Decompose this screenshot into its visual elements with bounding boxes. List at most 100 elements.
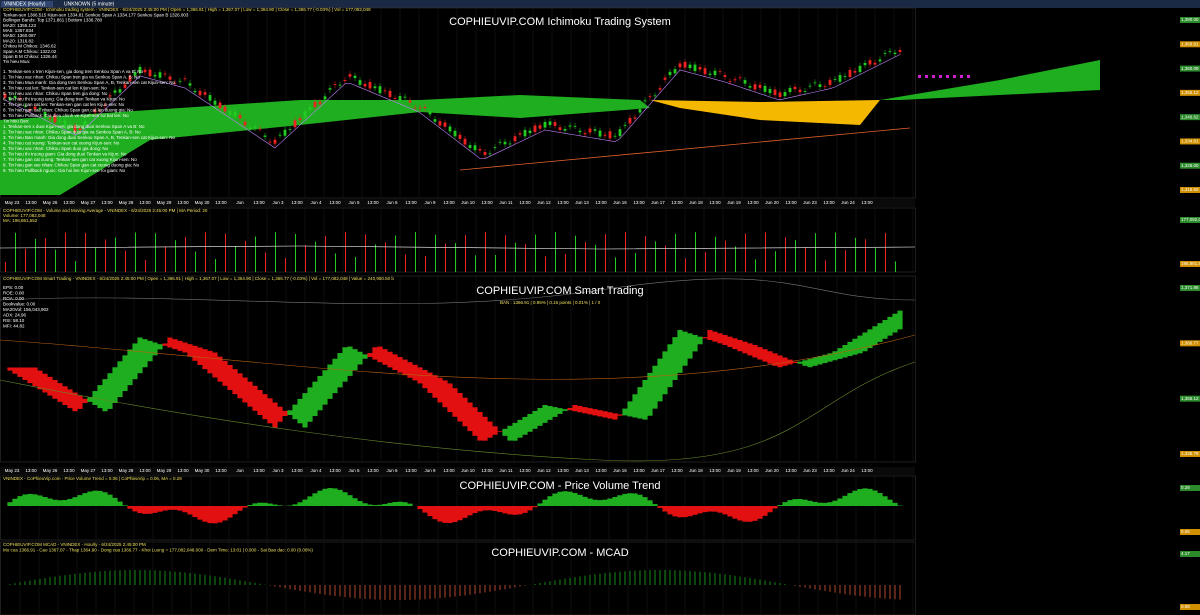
band: [0, 278, 916, 305]
header-line: BAN : 1366.91 | 0.95% | 0.16 points | 0.…: [500, 300, 601, 305]
signal-line: Tin hieu Ban:: [3, 119, 29, 124]
date-label: May 27: [81, 200, 96, 205]
candle: [678, 63, 682, 68]
date-label: Jun 9: [424, 200, 436, 205]
kijun-line: [4, 54, 901, 159]
header-line: VNINDEX - CoPhieuVip.com - Price Volume …: [3, 476, 182, 481]
candle: [163, 73, 167, 75]
legend-line: MA20Vol: 156,043,902: [3, 307, 49, 312]
future-dot: [939, 75, 942, 78]
date-label: May 30: [195, 468, 210, 473]
volume-bar: [85, 233, 86, 272]
candle: [508, 143, 512, 145]
date-label: 13:00: [557, 200, 569, 205]
candle: [113, 90, 117, 93]
price-tag: [1180, 89, 1200, 96]
volume-bar: [395, 235, 396, 272]
price-tag: [1180, 261, 1200, 267]
volume-bar: [785, 237, 786, 272]
volume-bar: [865, 239, 866, 272]
tab-label[interactable]: UNKNOWN (5 minute): [64, 2, 115, 8]
candle: [893, 52, 897, 55]
candle: [8, 97, 12, 101]
candle: [23, 105, 27, 107]
candle: [873, 62, 877, 65]
candle: [638, 109, 642, 113]
candle: [663, 77, 667, 80]
volume-bar: [115, 237, 116, 272]
cloud-green: [0, 100, 420, 195]
candle: [193, 91, 197, 93]
date-label: Jun 12: [537, 200, 551, 205]
date-label: Jun 20: [765, 200, 779, 205]
candle: [278, 134, 282, 136]
candle: [513, 136, 517, 142]
volume-bar: [465, 235, 466, 272]
candle: [433, 119, 437, 122]
candle: [3, 94, 7, 98]
candle: [528, 130, 532, 134]
candle: [628, 117, 632, 124]
date-label: 13:00: [367, 200, 379, 205]
volume-bar: [185, 237, 186, 272]
signal-line: 7. Tin hieu gan cat xuong: Tenkan-sen ga…: [3, 157, 137, 162]
volume-bar: [615, 257, 616, 272]
date-label: 13:00: [101, 468, 113, 473]
candle: [118, 89, 122, 93]
date-label: Jun 3: [272, 468, 284, 473]
date-label: 13:00: [405, 200, 417, 205]
date-label: 13:00: [861, 468, 873, 473]
candle: [473, 145, 477, 151]
candle: [603, 134, 607, 136]
volume-bar: [285, 257, 286, 272]
price-label: 1,326.00: [1181, 163, 1199, 168]
tab[interactable]: [1, 1, 53, 7]
candle: [503, 141, 507, 145]
legend-line: MFI: 44.82: [3, 324, 25, 329]
candle: [828, 79, 832, 85]
date-label: May 23: [5, 468, 20, 473]
header-line: Span B M Chikou: 1326.44: [3, 54, 57, 59]
signal-line: 9. Tin hieu Pullback: Gia dieu chinh ve …: [3, 113, 129, 118]
candle: [338, 84, 342, 86]
price-tag: [1180, 138, 1200, 145]
candle: [208, 95, 212, 101]
candle: [443, 122, 447, 127]
header-line: MA20: 1316.82: [3, 38, 34, 43]
volume-bar: [195, 251, 196, 272]
legend-line: ROA: 0.00: [3, 296, 25, 301]
price-tag: [1180, 114, 1200, 121]
volume-bar: [725, 240, 726, 272]
volume-bar: [175, 240, 176, 272]
candle: [43, 111, 47, 118]
panel-frame: [0, 541, 916, 615]
date-label: 13:00: [823, 200, 835, 205]
volume-bar: [895, 261, 896, 272]
candle: [378, 86, 382, 94]
header-line: MA: 196,861,552: [3, 218, 38, 223]
candle: [108, 95, 112, 97]
date-label: 13:00: [557, 468, 569, 473]
date-label: Jun 23: [803, 468, 817, 473]
date-label: 13:00: [329, 468, 341, 473]
candle: [753, 84, 757, 90]
candle: [608, 131, 612, 139]
candle: [273, 139, 277, 144]
date-label: Jun 4: [310, 468, 322, 473]
candle: [548, 121, 552, 126]
volume-bar: [435, 234, 436, 272]
tab-label[interactable]: VNINDEX (Hourly): [4, 2, 46, 8]
date-label: Jun 19: [727, 200, 741, 205]
candle: [98, 110, 102, 112]
future-dot: [932, 75, 935, 78]
candle: [103, 105, 107, 107]
signal-line: 8. Tin hieu gan xac nhan: Chikou Span ga…: [3, 163, 140, 168]
candle: [373, 86, 377, 89]
date-label: 13:00: [367, 468, 379, 473]
volume-bar: [535, 234, 536, 272]
volume-bar: [545, 256, 546, 272]
volume-bar: [635, 253, 636, 272]
candle: [823, 86, 827, 88]
date-label: 13:00: [139, 200, 151, 205]
date-label: Jun 6: [386, 200, 398, 205]
